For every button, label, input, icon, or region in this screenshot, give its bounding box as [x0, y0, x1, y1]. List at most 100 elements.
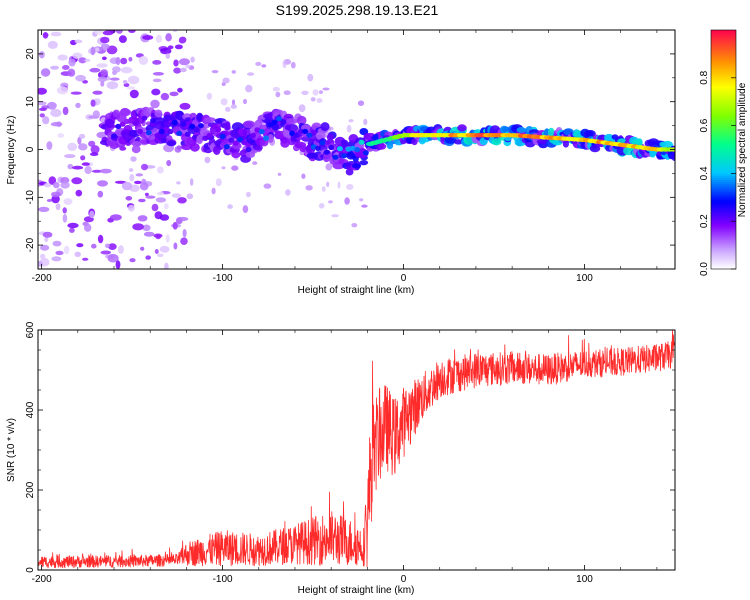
spectrum-blob: [222, 77, 230, 84]
spectrum-blob: [132, 223, 144, 231]
spectrum-blob: [328, 200, 333, 204]
ridge-core: [215, 127, 222, 133]
spectrum-blob: [100, 80, 105, 87]
spectrum-blob: [131, 145, 141, 154]
ridge-core: [232, 140, 239, 146]
spectrum-blob: [179, 102, 191, 110]
chart-title: S199.2025.298.19.13.E21: [276, 2, 439, 18]
colorbar: 0.0 0.2 0.4 0.6 0.8 Normalized spectral ampl…: [699, 29, 748, 276]
colorbar-step: [711, 151, 736, 155]
colorbar-step: [711, 131, 736, 135]
colorbar-label: Normalized spectral amplitude: [737, 82, 748, 217]
spectrum-blob: [157, 166, 164, 174]
spectrum-blob: [112, 66, 121, 73]
spectrum-blob: [95, 47, 100, 52]
spectrum-blob: [110, 214, 122, 221]
y-tick-label: 20: [25, 48, 36, 60]
spectrum-blob: [104, 118, 115, 128]
colorbar-step: [711, 141, 736, 145]
spectrum-blob: [100, 69, 108, 77]
spectrum-blob: [91, 169, 103, 173]
spectrum-blob: [165, 53, 171, 59]
spectrum-blob: [344, 197, 350, 205]
spectrum-blob: [138, 56, 149, 65]
y-tick-label: -20: [25, 237, 36, 252]
spectrum-blob: [40, 68, 51, 77]
colorbar-step: [711, 33, 736, 37]
colorbar-step: [711, 43, 736, 47]
colorbar-ramp: [711, 30, 736, 270]
ridge-core: [332, 154, 339, 160]
spectrum-blob: [589, 144, 601, 153]
spectrum-blob: [50, 31, 62, 37]
colorbar-frame: [710, 29, 737, 270]
snr-y-label: SNR (10 * v/v): [6, 418, 17, 482]
colorbar-step: [711, 35, 736, 39]
ridge-core: [323, 149, 330, 155]
spectrum-blob: [67, 68, 76, 77]
spectrum-blob: [52, 240, 62, 247]
ridge-core: [154, 132, 161, 138]
spectrum-blob: [125, 196, 133, 201]
ridge-core: [319, 140, 326, 146]
spectrum-blob: [55, 203, 61, 211]
ridge-core: [141, 115, 148, 121]
colorbar-tick-label: 0.4: [699, 166, 710, 180]
spectrogram-blobs: [38, 30, 675, 269]
colorbar-step: [711, 147, 736, 151]
spectrum-blob: [90, 152, 99, 157]
spectrum-blob: [152, 60, 162, 65]
ridge-core: [128, 118, 135, 124]
spectrum-blob: [153, 233, 163, 238]
ridge-core: [137, 128, 144, 135]
spectrum-blob: [363, 118, 368, 126]
ridge-core: [297, 128, 304, 135]
ridge-core: [258, 128, 265, 135]
colorbar-step: [711, 197, 736, 200]
spectrum-blob: [139, 182, 149, 191]
spectrum-blob: [221, 166, 226, 170]
colorbar-step: [711, 217, 736, 220]
spectrum-blob: [516, 126, 526, 133]
colorbar-step: [711, 219, 736, 222]
colorbar-step: [711, 69, 736, 73]
spectrum-blob: [231, 151, 241, 159]
colorbar-step: [711, 65, 736, 69]
spectrum-blob: [182, 229, 187, 238]
colorbar-step: [711, 225, 736, 228]
colorbar-step: [711, 85, 736, 89]
spectrum-blob: [255, 61, 262, 66]
spectrum-blob: [129, 258, 136, 263]
ridge-core: [241, 140, 248, 146]
spectrum-blob: [78, 57, 87, 64]
spectrum-blob: [225, 106, 231, 112]
colorbar-step: [711, 207, 736, 210]
spectrum-blob: [160, 47, 172, 55]
colorbar-step: [711, 175, 736, 178]
colorbar-step: [711, 41, 736, 45]
colorbar-step: [711, 201, 736, 204]
ridge-core: [197, 123, 204, 129]
spectrum-blob: [96, 131, 107, 139]
ridge-core: [328, 144, 335, 150]
colorbar-step: [711, 187, 736, 190]
ridge-core: [245, 146, 252, 153]
spectrum-blob: [142, 224, 151, 232]
spectrum-blob: [156, 191, 165, 196]
spectrum-blob: [97, 180, 108, 187]
spectrum-blob: [142, 35, 154, 40]
spectrum-blob: [348, 119, 354, 123]
colorbar-step: [711, 263, 736, 266]
spectrum-blob: [186, 193, 194, 200]
spectrum-blob: [252, 161, 258, 165]
spectrum-blob: [457, 124, 467, 132]
spectrum-blob: [38, 87, 47, 95]
colorbar-step: [711, 137, 736, 141]
spectrum-blob: [173, 67, 182, 74]
colorbar-step: [711, 169, 736, 173]
spectrum-blob: [247, 72, 255, 76]
colorbar-tick-label: 0.8: [699, 70, 710, 84]
colorbar-step: [711, 195, 736, 198]
spectrum-blob: [50, 108, 62, 118]
